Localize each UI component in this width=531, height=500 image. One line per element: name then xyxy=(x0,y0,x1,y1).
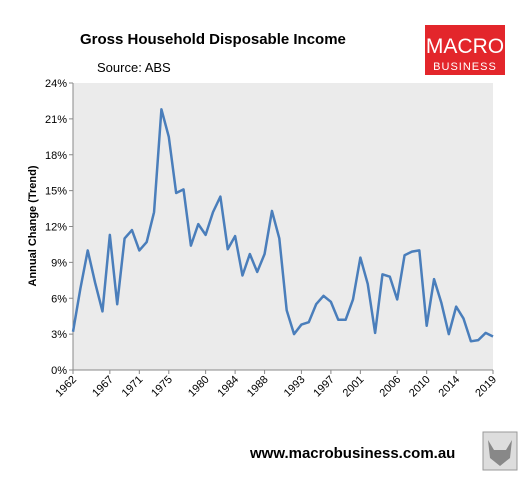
y-tick-label: 9% xyxy=(51,257,67,269)
x-tick-label: 1962 xyxy=(53,374,79,400)
chart-subtitle: Source: ABS xyxy=(97,60,171,75)
y-axis-label: Annual Change (Trend) xyxy=(27,165,39,286)
footer: www.macrobusiness.com.au xyxy=(249,445,455,462)
x-tick-label: 1993 xyxy=(282,374,308,400)
x-tick-label: 1988 xyxy=(245,374,271,400)
icon-shape xyxy=(488,440,512,466)
y-tick-label: 15% xyxy=(45,186,67,198)
y-tick-label: 6% xyxy=(51,293,67,305)
x-tick-label: 1984 xyxy=(215,374,241,400)
wolf-icon xyxy=(482,431,518,471)
x-tick-label: 1980 xyxy=(186,374,212,400)
x-tick-label: 2019 xyxy=(473,374,499,400)
y-tick-label: 18% xyxy=(45,150,67,162)
x-tick-label: 2001 xyxy=(341,374,367,400)
x-tick-label: 1971 xyxy=(120,374,146,400)
x-tick-label: 2006 xyxy=(378,374,404,400)
chart-title: Gross Household Disposable Income xyxy=(80,31,346,48)
logo-box xyxy=(425,25,505,75)
y-tick-label: 12% xyxy=(45,222,67,234)
data-line xyxy=(71,108,494,343)
logo-bottom: BUSINESS xyxy=(433,61,497,73)
y-tick-label: 3% xyxy=(51,329,67,341)
x-tick-label: 1967 xyxy=(90,374,116,400)
x-tick-label: 1997 xyxy=(311,374,337,400)
x-tick-label: 2014 xyxy=(436,374,462,400)
x-tick-label: 2010 xyxy=(407,374,433,400)
x-tick-label: 1975 xyxy=(149,374,175,400)
plot-area xyxy=(73,83,493,370)
y-tick-label: 24% xyxy=(45,78,67,90)
y-tick-label: 0% xyxy=(51,365,67,377)
logo: MACRO BUSINESS xyxy=(425,25,505,75)
logo-top: MACRO xyxy=(426,35,504,58)
y-tick-label: 21% xyxy=(45,114,67,126)
